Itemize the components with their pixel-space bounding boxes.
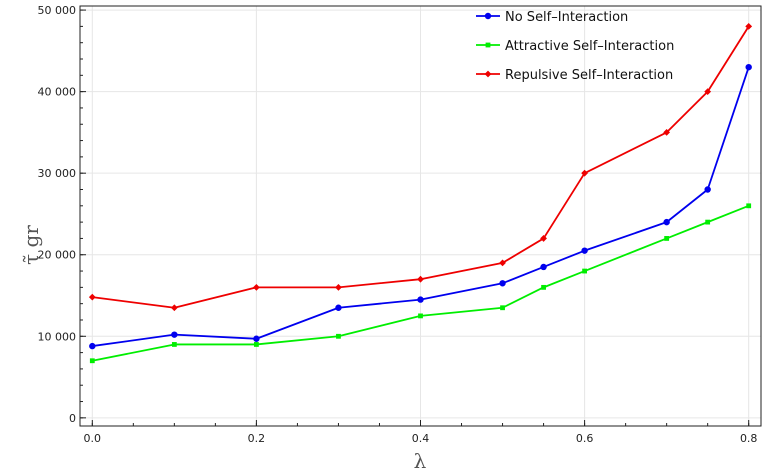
data-point <box>89 358 95 364</box>
x-tick-label: 0.6 <box>576 432 594 445</box>
data-point <box>253 283 260 291</box>
data-point <box>418 313 423 319</box>
data-point <box>336 333 341 339</box>
x-axis-title: λ <box>414 449 427 473</box>
data-point <box>417 275 424 283</box>
data-point <box>540 235 547 242</box>
legend-marker <box>484 70 492 78</box>
data-point <box>582 268 587 274</box>
data-point <box>254 342 259 347</box>
data-point <box>705 219 711 225</box>
legend-label: Repulsive Self–Interaction <box>505 68 673 83</box>
series-3 <box>88 22 753 312</box>
x-tick-label: 0.2 <box>248 432 266 445</box>
y-tick-label: 40 000 <box>38 86 77 99</box>
legend-entry: Repulsive Self–Interaction <box>476 68 673 83</box>
data-point <box>253 335 260 342</box>
data-point <box>704 186 711 193</box>
series-2 <box>89 203 752 364</box>
data-point <box>745 63 752 71</box>
data-point <box>664 236 670 241</box>
axes: 0.0 0.2 0.4 0.6 0.8 0 10 000 20 000 30 000 40 000… <box>38 4 758 445</box>
data-point <box>541 284 546 290</box>
data-point <box>540 263 547 271</box>
x-tick-label: 0.4 <box>412 432 430 445</box>
legend-marker <box>485 42 491 48</box>
y-tick-label: 50 000 <box>38 4 77 17</box>
data-point <box>89 342 96 350</box>
data-point <box>171 331 178 338</box>
x-tick-label: 0.0 <box>84 432 102 445</box>
data-point <box>745 22 753 30</box>
data-point <box>335 283 342 291</box>
legend-marker <box>484 12 492 20</box>
x-tick-label: 0.8 <box>740 432 758 445</box>
y-tick-label: 10 000 <box>38 330 77 343</box>
legend-label: Attractive Self–Interaction <box>505 39 674 54</box>
data-point <box>499 280 506 287</box>
data-point <box>746 203 752 209</box>
y-tick-label: 0 <box>69 412 76 425</box>
data-point <box>581 247 588 254</box>
data-point <box>704 88 712 96</box>
y-axis-title: τ̃ gr <box>19 225 43 265</box>
legend-entry: Attractive Self–Interaction <box>476 39 674 54</box>
legend-label: No Self–Interaction <box>505 10 628 25</box>
legend-entry: No Self–Interaction <box>476 10 628 25</box>
series-1 <box>89 63 752 350</box>
data-point <box>499 259 506 267</box>
data-point <box>335 304 342 311</box>
y-tick-label: 30 000 <box>38 167 77 180</box>
data-point <box>88 293 96 301</box>
data-point <box>417 296 424 303</box>
data-point <box>500 305 505 311</box>
data-point <box>170 304 178 312</box>
legend: No Self–Interaction Attractive Self–Inter… <box>476 10 674 83</box>
series-layer <box>88 22 753 364</box>
data-point <box>581 169 588 177</box>
data-point <box>171 342 177 347</box>
y-tick-label: 20 000 <box>38 249 77 262</box>
data-point <box>663 129 671 136</box>
data-point <box>663 218 670 226</box>
